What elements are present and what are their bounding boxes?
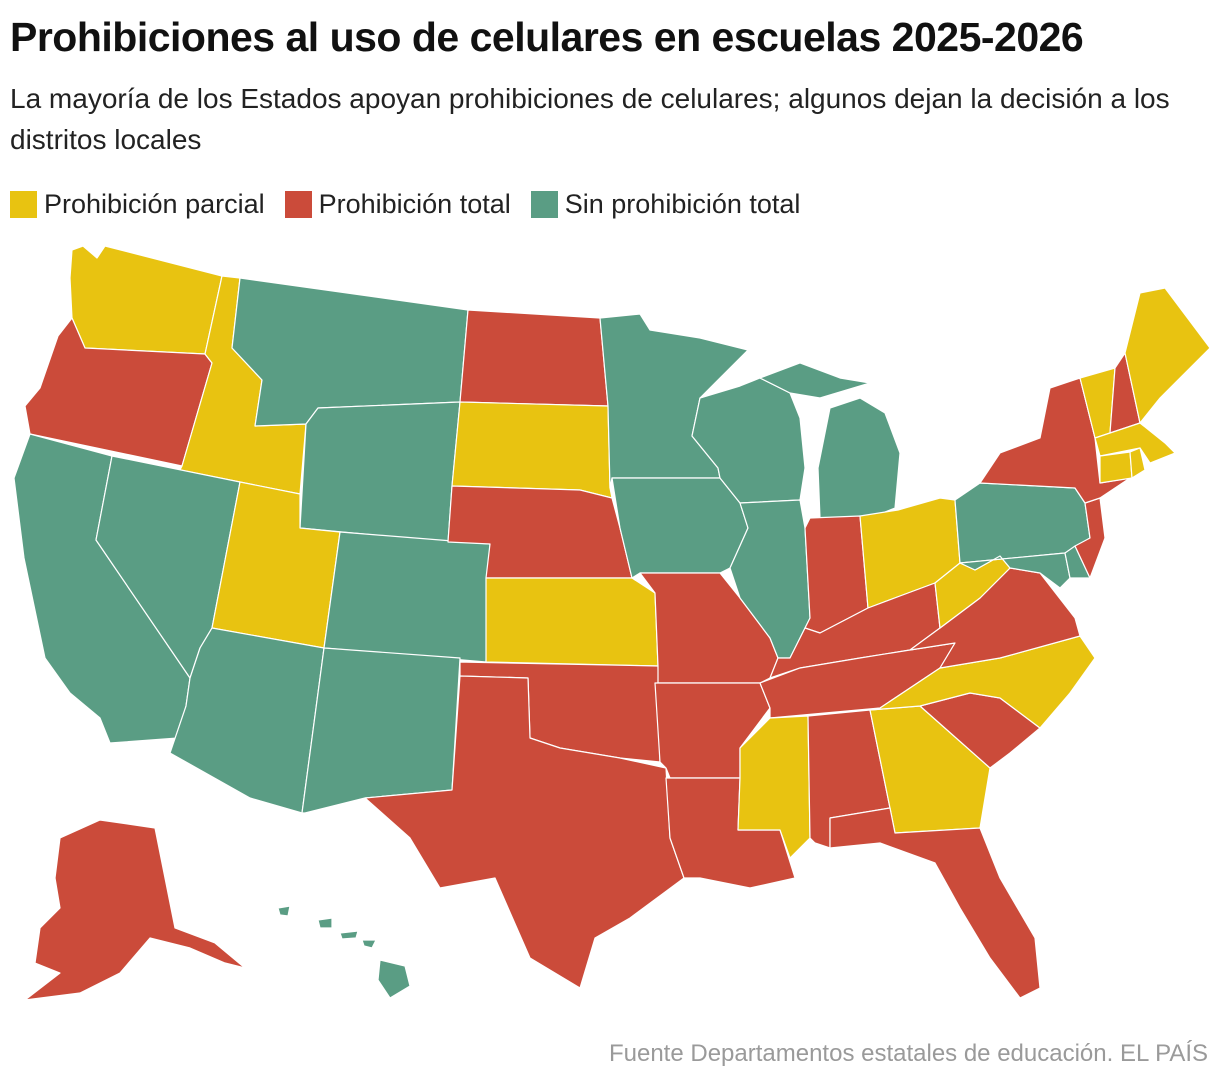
state-WA [69, 245, 223, 355]
legend-swatch-sin [530, 190, 558, 218]
state-OR [24, 317, 213, 467]
legend-item-total: Prohibición total [284, 188, 511, 220]
legend-swatch-total [284, 190, 312, 218]
state-IA [611, 477, 749, 579]
state-AK [24, 819, 246, 1001]
legend-item-sin: Sin prohibición total [530, 188, 801, 220]
source-note: Fuente Departamentos estatales de educac… [608, 1040, 1208, 1067]
state-SD [451, 401, 613, 499]
state-NM [301, 647, 461, 814]
state-FL [829, 807, 1041, 999]
chart-title: Prohibiciones al uso de celulares en esc… [10, 14, 1084, 60]
legend-label-parcial: Prohibición parcial [44, 188, 265, 219]
legend-item-parcial: Prohibición parcial [10, 189, 265, 220]
state-WY [299, 401, 461, 543]
state-NY [979, 377, 1131, 504]
state-KS [485, 577, 659, 667]
legend-label-total: Prohibición total [318, 188, 511, 219]
state-RI [1129, 447, 1146, 479]
state-CO [323, 531, 491, 663]
state-HI [277, 905, 411, 999]
legend: Prohibición parcial Prohibición total Si… [10, 186, 820, 222]
us-map [13, 245, 1211, 1001]
legend-label-sin: Sin prohibición total [564, 188, 801, 219]
state-WI [691, 377, 806, 504]
legend-swatch-parcial [10, 190, 37, 218]
state-TX [364, 675, 685, 989]
state-ND [459, 309, 609, 407]
state-CT [1099, 451, 1133, 484]
chart-subtitle: La mayoría de los Estados apoyan prohibi… [10, 83, 1170, 155]
state-MI [759, 362, 901, 519]
state-ME [1124, 287, 1211, 424]
